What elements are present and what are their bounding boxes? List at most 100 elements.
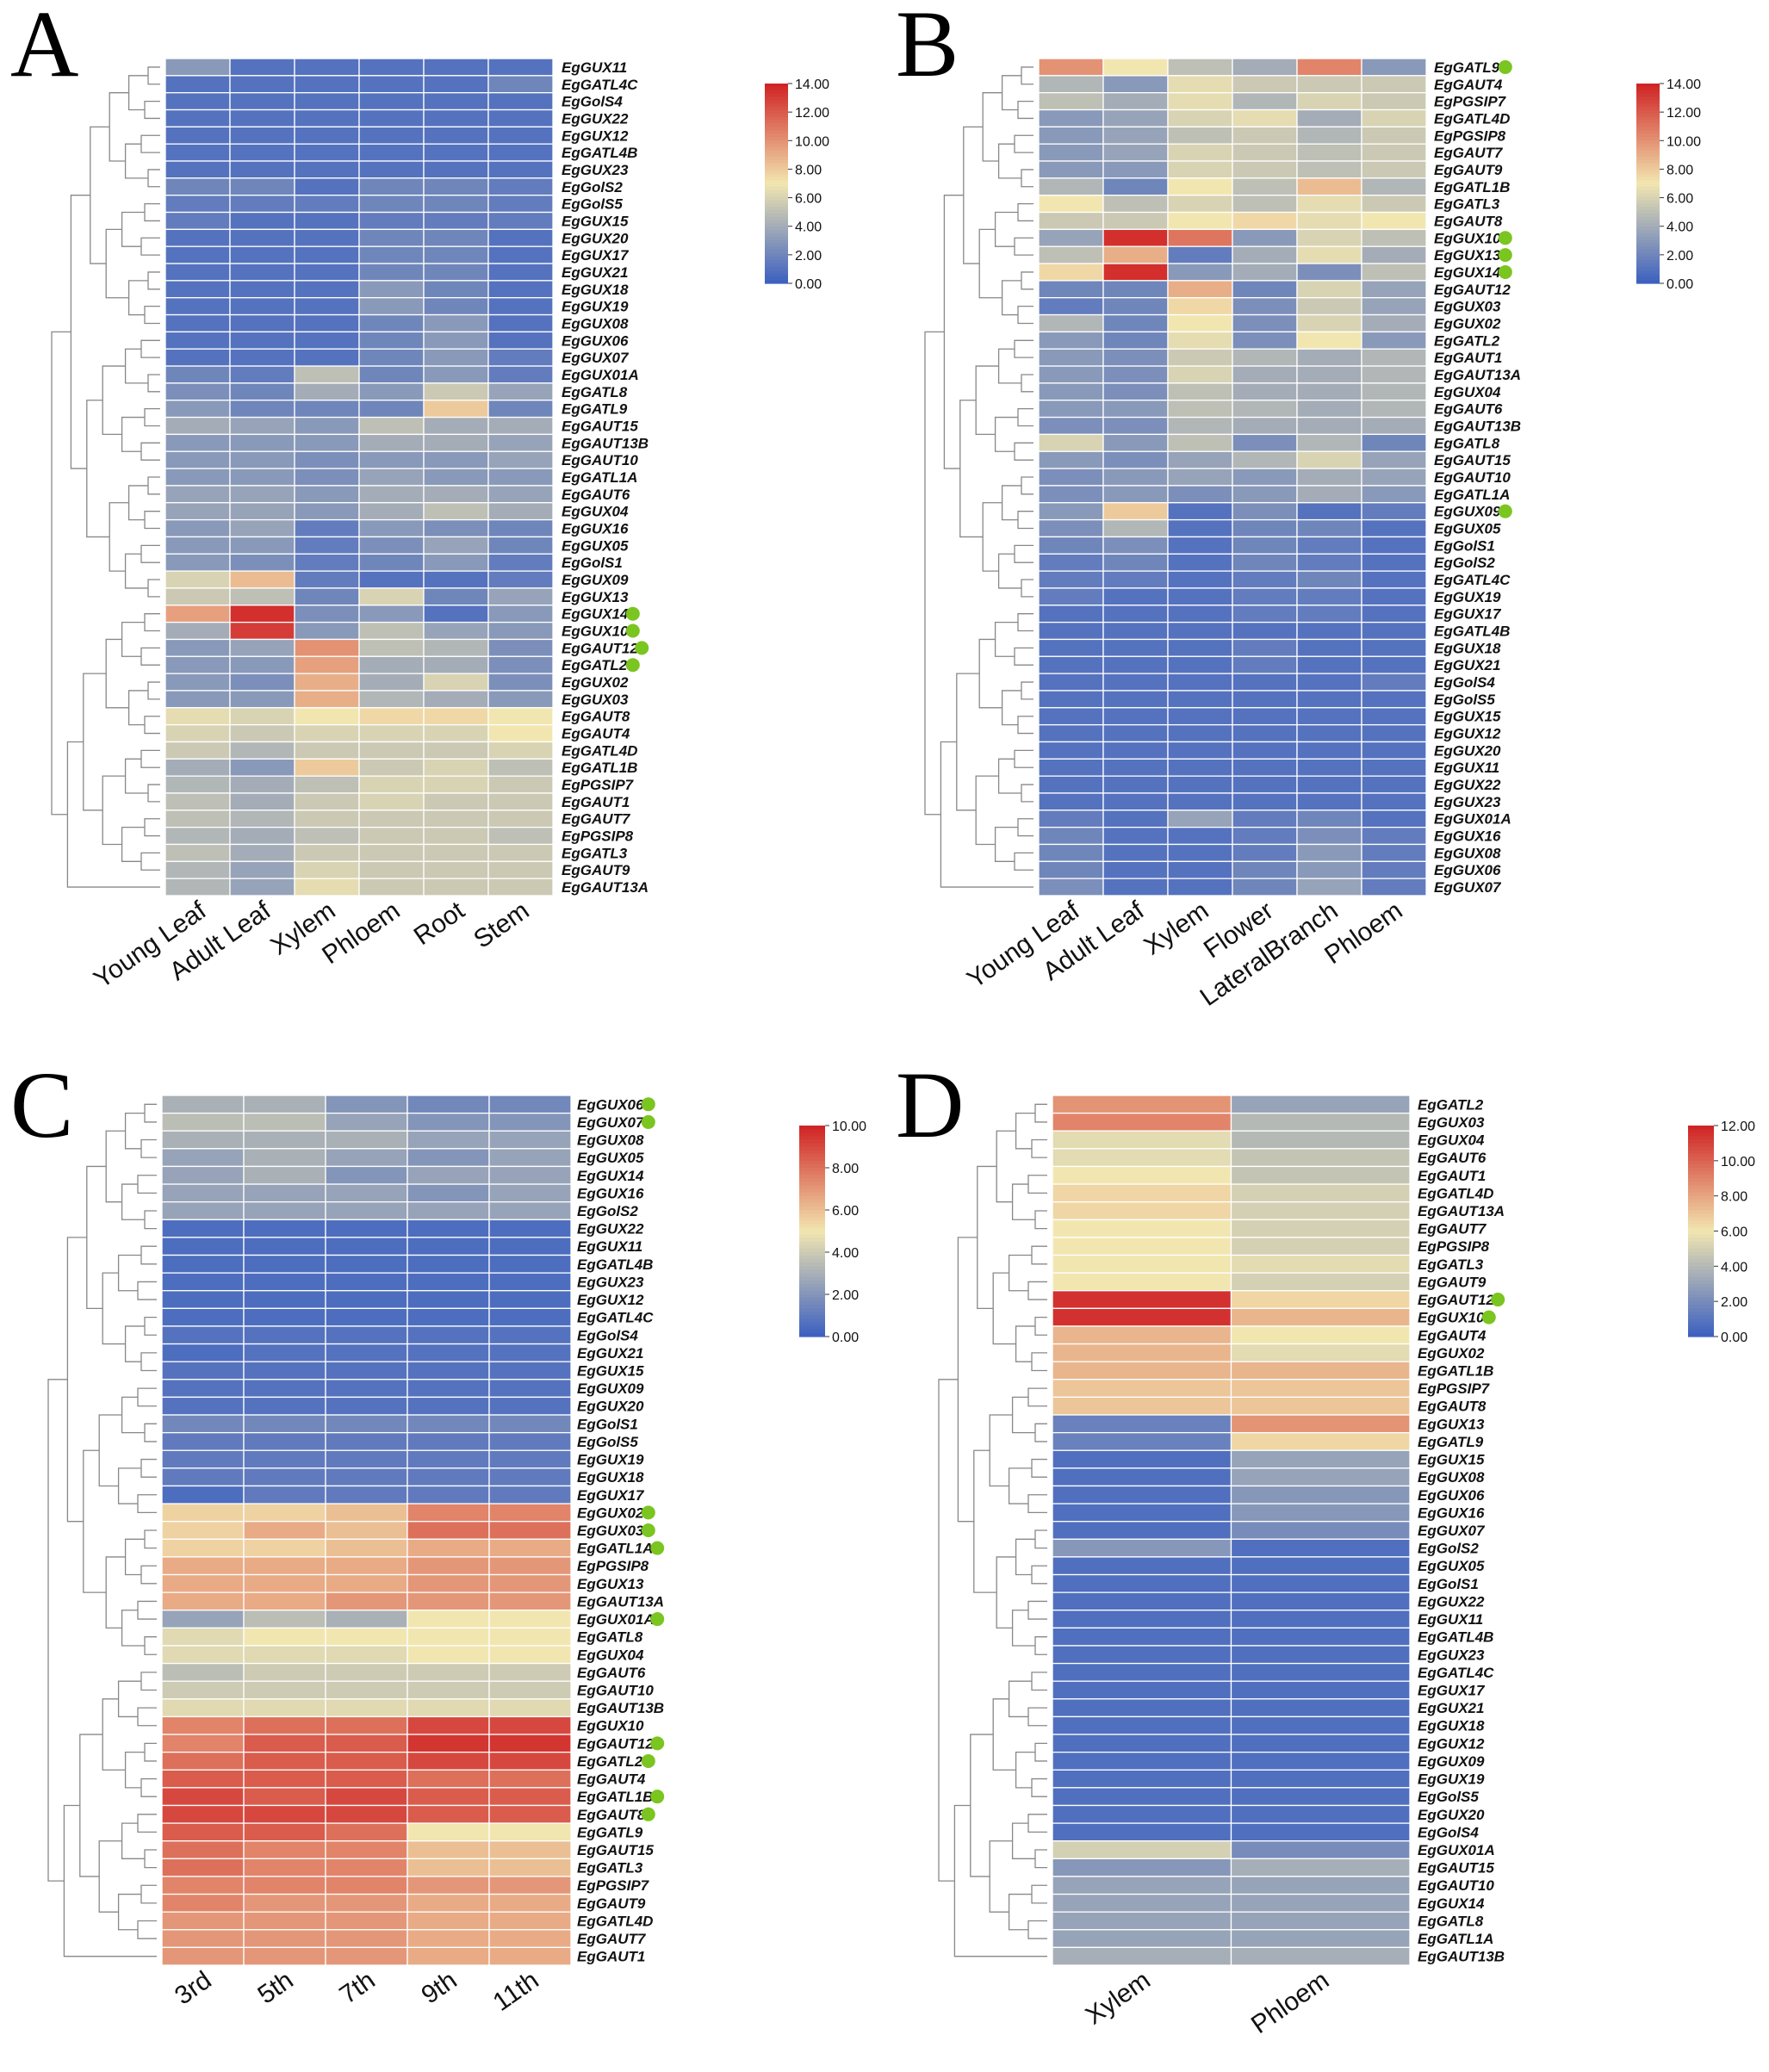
heatmap-cell bbox=[487, 570, 554, 589]
heatmap-cell bbox=[423, 280, 489, 299]
heatmap-cell bbox=[325, 1165, 408, 1185]
heatmap-cell bbox=[487, 723, 554, 743]
heatmap-cell bbox=[243, 1627, 326, 1647]
heatmap-cell bbox=[488, 1130, 572, 1150]
heatmap-cell bbox=[1052, 1254, 1232, 1274]
legend-swatch bbox=[1636, 213, 1660, 218]
heatmap-cell bbox=[294, 502, 360, 521]
gene-label: EgGUX08 bbox=[562, 315, 629, 332]
heatmap-cell bbox=[487, 109, 554, 127]
heatmap-cell bbox=[488, 1752, 572, 1771]
legend-swatch bbox=[1688, 1206, 1714, 1211]
heatmap-cell bbox=[1230, 1307, 1411, 1327]
heatmap-cell bbox=[423, 433, 489, 452]
legend-swatch bbox=[1688, 1175, 1714, 1179]
legend-swatch bbox=[765, 136, 788, 141]
heatmap-cell bbox=[1296, 109, 1362, 127]
heatmap-cell bbox=[164, 263, 231, 282]
legend-swatch bbox=[799, 1283, 825, 1288]
heatmap-cell bbox=[1052, 1662, 1232, 1682]
heatmap-cell bbox=[161, 1485, 245, 1504]
heatmap-cell bbox=[1361, 587, 1427, 606]
heatmap-cell bbox=[243, 1112, 326, 1132]
legend-swatch bbox=[1688, 1168, 1714, 1172]
heatmap-cell bbox=[1361, 638, 1427, 657]
heatmap-cell bbox=[488, 1840, 572, 1859]
heatmap-cell bbox=[423, 400, 489, 419]
gene-label: EgGUX19 bbox=[562, 299, 629, 315]
heatmap-cell bbox=[294, 382, 360, 401]
heatmap-cell bbox=[229, 416, 295, 436]
heatmap-cell bbox=[294, 365, 360, 384]
heatmap-cell bbox=[294, 553, 360, 572]
heatmap-cell bbox=[358, 75, 425, 94]
heatmap-cell bbox=[229, 365, 295, 384]
highlight-dot bbox=[650, 1736, 665, 1751]
legend-swatch bbox=[1636, 116, 1660, 121]
heatmap-cell bbox=[423, 775, 489, 794]
legend-swatch bbox=[765, 196, 788, 201]
gene-label: EgGAUT10 bbox=[1434, 469, 1511, 486]
legend-swatch bbox=[1636, 133, 1660, 138]
heatmap-cell bbox=[1296, 792, 1362, 811]
heatmap-cell bbox=[243, 1431, 326, 1451]
legend-swatch bbox=[1636, 266, 1660, 271]
heatmap-cell bbox=[229, 860, 295, 879]
heatmap-cell bbox=[229, 331, 295, 350]
heatmap-cell bbox=[1230, 1662, 1411, 1682]
heatmap-cell bbox=[1167, 450, 1233, 469]
heatmap-cell bbox=[1102, 126, 1169, 145]
heatmap-cell bbox=[487, 690, 554, 709]
heatmap-cell bbox=[229, 58, 295, 77]
legend-swatch bbox=[799, 1129, 825, 1133]
heatmap-cell bbox=[358, 228, 425, 247]
heatmap-cell bbox=[1038, 177, 1104, 196]
heatmap-cell bbox=[243, 1715, 326, 1735]
heatmap-cell bbox=[1361, 143, 1427, 162]
heatmap-cell bbox=[229, 775, 295, 794]
legend-swatch bbox=[1636, 259, 1660, 264]
heatmap-cell bbox=[1232, 228, 1298, 247]
gene-label: EgGolS4 bbox=[1418, 1824, 1479, 1840]
heatmap-cell bbox=[1038, 195, 1104, 214]
legend-swatch bbox=[799, 1234, 825, 1239]
heatmap-cell bbox=[294, 177, 360, 196]
heatmap-cell bbox=[325, 1219, 408, 1238]
heatmap-cell bbox=[487, 211, 554, 231]
heatmap-cell bbox=[1296, 518, 1362, 538]
gene-label: EgGUX06 bbox=[1418, 1487, 1485, 1504]
heatmap-cell bbox=[229, 433, 295, 452]
heatmap-cell bbox=[487, 382, 554, 401]
heatmap-cell bbox=[243, 1148, 326, 1168]
legend-swatch bbox=[799, 1318, 825, 1324]
heatmap-cell bbox=[1102, 673, 1169, 692]
heatmap-cell bbox=[243, 1787, 326, 1807]
heatmap-cell bbox=[423, 502, 489, 521]
heatmap-cell bbox=[161, 1787, 245, 1807]
heatmap-cell bbox=[1102, 348, 1169, 367]
heatmap-cell bbox=[1102, 553, 1169, 572]
heatmap-cell bbox=[1296, 348, 1362, 367]
heatmap-cell bbox=[423, 723, 489, 743]
heatmap-cell bbox=[423, 860, 489, 879]
heatmap-cell bbox=[487, 313, 554, 333]
heatmap-panel-B: B EgGATL9EgGAUT4EgPGSIP7EgGATL4DEgPGSIP8E… bbox=[896, 0, 1701, 1012]
heatmap-cell bbox=[1038, 228, 1104, 247]
gene-label: EgGUX02 bbox=[1434, 315, 1501, 332]
heatmap-cell bbox=[487, 280, 554, 299]
gene-label: EgGUX10 bbox=[562, 623, 629, 640]
gene-label: EgGATL3 bbox=[1418, 1256, 1484, 1273]
gene-label: EgGATL3 bbox=[577, 1860, 643, 1877]
heatmap-cell bbox=[229, 92, 295, 111]
heatmap-cell bbox=[1230, 1290, 1411, 1309]
heatmap-cell bbox=[487, 792, 554, 811]
heatmap-cell bbox=[243, 1893, 326, 1913]
heatmap-cell bbox=[243, 1361, 326, 1380]
heatmap-cell bbox=[487, 587, 554, 606]
legend-swatch bbox=[1688, 1252, 1714, 1256]
heatmap-cell bbox=[1038, 468, 1104, 487]
heatmap-cell bbox=[1232, 553, 1298, 572]
heatmap-cell bbox=[164, 245, 231, 264]
heatmap-cell bbox=[294, 331, 360, 350]
heatmap-cell bbox=[294, 245, 360, 264]
